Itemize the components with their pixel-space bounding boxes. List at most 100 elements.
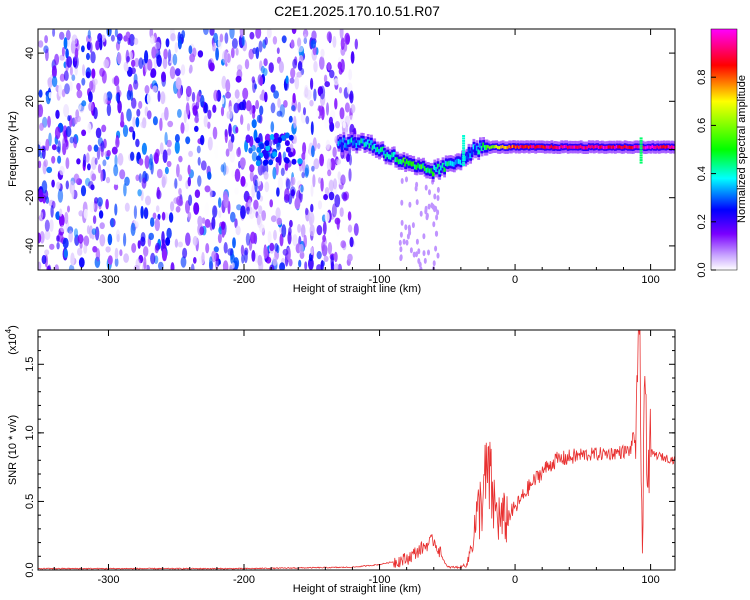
ridge-cell xyxy=(420,164,424,170)
ridge-cell xyxy=(544,145,547,150)
ridge-cell xyxy=(503,146,507,150)
noise-cell xyxy=(269,199,274,208)
noise-cell xyxy=(80,185,87,197)
ridge-cell xyxy=(607,145,611,149)
noise-cell xyxy=(44,249,50,256)
noise-cell xyxy=(77,102,82,111)
noise-cell xyxy=(335,121,340,129)
noise-cell xyxy=(404,224,408,231)
noise-cell xyxy=(276,141,281,151)
noise-cell xyxy=(56,235,60,242)
noise-cell xyxy=(155,242,161,251)
noise-cell xyxy=(191,91,196,103)
ridge-cell xyxy=(605,145,609,149)
noise-cell xyxy=(38,232,42,244)
noise-cell xyxy=(201,251,205,264)
ridge-cell xyxy=(418,164,422,170)
noise-cell xyxy=(77,234,84,244)
noise-cell xyxy=(305,89,312,100)
noise-cell xyxy=(51,112,55,124)
y-tick-label: 20 xyxy=(24,95,36,107)
noise-cell xyxy=(135,258,141,269)
noise-cell xyxy=(276,217,283,226)
ridge-cell xyxy=(360,138,363,144)
noise-cell xyxy=(249,31,255,40)
noise-cell xyxy=(224,32,229,44)
noise-cell xyxy=(115,93,119,102)
ridge-cell xyxy=(448,160,451,166)
noise-cell xyxy=(166,227,172,240)
noise-cell xyxy=(288,115,293,123)
noise-cell xyxy=(114,29,118,38)
noise-cell xyxy=(405,176,408,183)
y-tick-label: -40 xyxy=(24,238,36,254)
noise-cell xyxy=(269,242,275,252)
noise-cell xyxy=(339,207,344,218)
noise-cell xyxy=(304,149,308,164)
noise-cell xyxy=(73,173,80,184)
x-tick-label: 0 xyxy=(512,574,518,586)
noise-cell xyxy=(128,126,134,133)
noise-cell xyxy=(74,47,79,59)
noise-cell xyxy=(194,116,200,124)
noise-cell xyxy=(73,57,78,66)
noise-cell xyxy=(234,89,240,99)
noise-cell xyxy=(70,252,75,266)
noise-cell xyxy=(222,162,227,176)
noise-cell xyxy=(143,246,149,257)
noise-cell xyxy=(324,211,330,223)
noise-cell xyxy=(298,259,302,268)
noise-cell xyxy=(95,127,102,139)
noise-cell xyxy=(319,153,324,167)
noise-cell xyxy=(218,197,222,208)
noise-cell xyxy=(290,39,295,49)
noise-cell xyxy=(119,249,123,257)
noise-cell xyxy=(106,149,111,157)
noise-cell xyxy=(93,107,98,120)
x-tick-label: -200 xyxy=(233,574,255,586)
noise-cell xyxy=(328,179,334,192)
streak-cell xyxy=(462,137,466,140)
noise-cell xyxy=(170,262,175,270)
noise-cell xyxy=(290,176,294,187)
noise-cell xyxy=(310,184,314,197)
noise-cell xyxy=(63,248,68,259)
ridge-cell xyxy=(412,161,415,167)
noise-cell xyxy=(250,231,256,244)
noise-cell xyxy=(213,32,219,44)
ridge-cell xyxy=(591,144,594,149)
noise-cell xyxy=(332,35,337,48)
noise-cell xyxy=(131,59,136,68)
noise-cell xyxy=(301,152,307,160)
noise-cell xyxy=(348,68,353,81)
noise-cell xyxy=(427,203,431,210)
noise-cell xyxy=(275,207,281,219)
noise-cell xyxy=(400,219,404,226)
blob-cell xyxy=(259,143,265,150)
noise-cell xyxy=(106,103,112,117)
noise-cell xyxy=(156,168,163,179)
ridge-cell xyxy=(440,165,443,171)
noise-cell xyxy=(156,54,162,67)
ridge-cell xyxy=(484,145,487,151)
noise-cell xyxy=(71,185,75,199)
noise-cell xyxy=(419,266,423,270)
noise-cell xyxy=(113,75,120,87)
noise-cell xyxy=(185,136,191,145)
noise-cell xyxy=(296,71,303,78)
ridge-cell xyxy=(645,146,648,150)
ridge-cell xyxy=(633,145,637,149)
noise-cell xyxy=(255,99,259,110)
ridge-cell xyxy=(414,164,417,170)
noise-cell xyxy=(99,67,105,77)
ridge-cell xyxy=(666,145,669,149)
ridge-cell xyxy=(516,144,520,149)
ridge-cell xyxy=(407,160,411,166)
ridge-cell xyxy=(389,154,393,160)
noise-cell xyxy=(45,196,50,204)
noise-cell xyxy=(90,51,96,64)
ridge-cell xyxy=(573,145,576,149)
noise-cell xyxy=(160,91,166,105)
noise-cell xyxy=(315,110,320,118)
noise-cell xyxy=(330,254,334,269)
